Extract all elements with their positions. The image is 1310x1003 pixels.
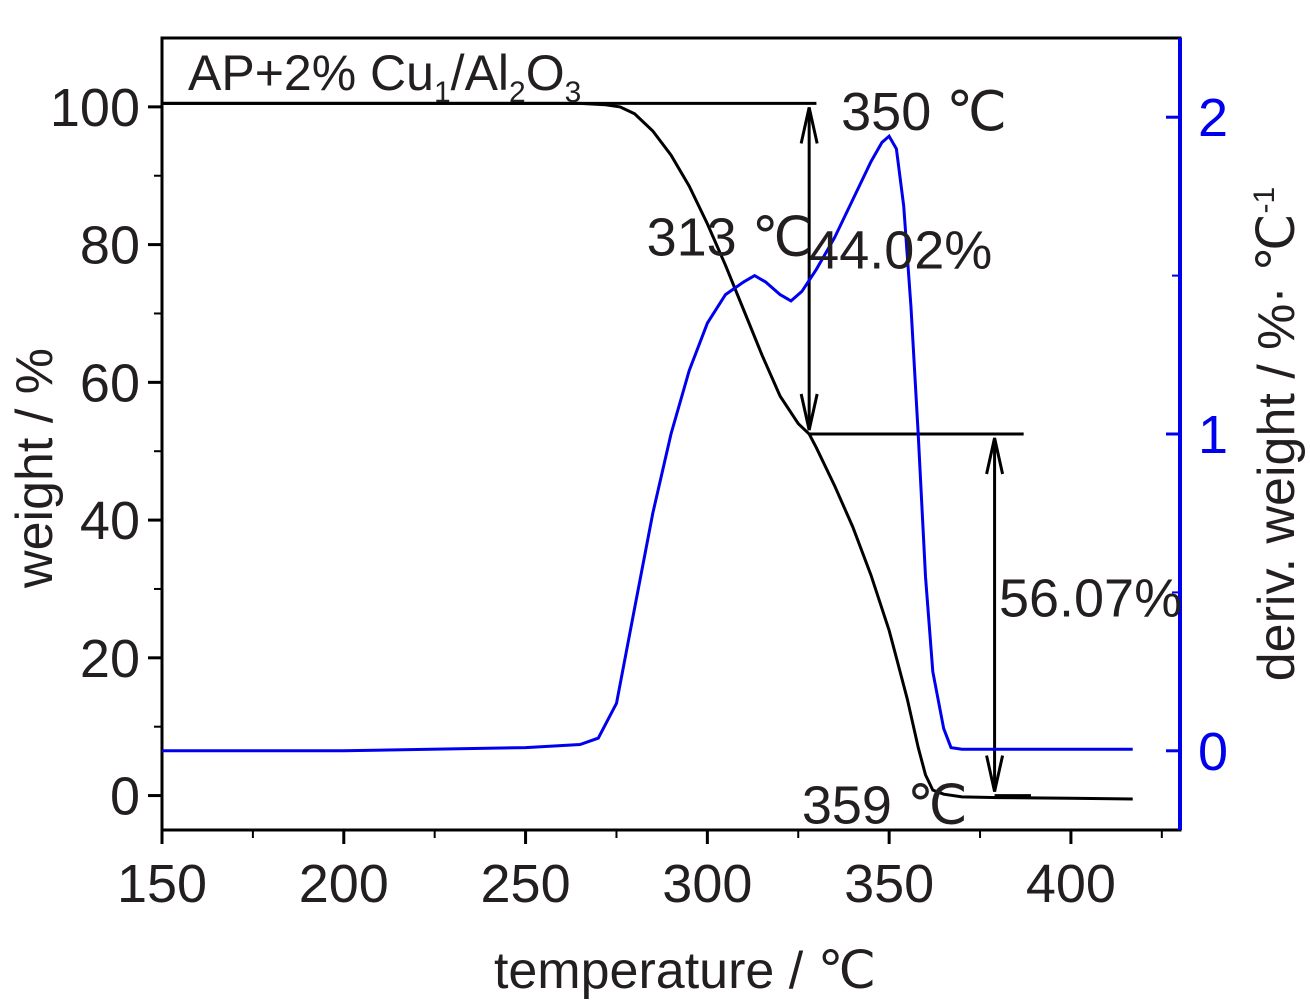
left-y-tick-label: 40 bbox=[80, 491, 140, 551]
sample-label-sub3: 3 bbox=[565, 76, 582, 109]
left-y-tick-label: 80 bbox=[80, 216, 140, 276]
x-tick-label: 150 bbox=[117, 854, 207, 914]
measurement-arrow-head bbox=[985, 437, 1005, 475]
x-tick-label: 300 bbox=[662, 854, 752, 914]
measurement-arrow-head bbox=[799, 107, 819, 144]
annotations: 350 ℃ 313 ℃ 359 ℃ 44.02% 56.07% bbox=[647, 82, 1182, 835]
left-y-axis-title: weight / % bbox=[6, 348, 64, 589]
x-axis-title: temperature / ℃ bbox=[494, 942, 876, 1000]
annotation-label: 350 ℃ bbox=[841, 82, 1007, 142]
reference-lines bbox=[162, 101, 1031, 798]
x-tick-label: 400 bbox=[1026, 854, 1116, 914]
annotation-label: 359 ℃ bbox=[802, 776, 968, 836]
sample-label-prefix: AP+2% Cu bbox=[188, 45, 434, 101]
left-y-tick-label: 100 bbox=[50, 78, 140, 138]
tick-labels: 150 200 250 300 350 400 0 20 40 60 80 100 0 1 2 bbox=[50, 78, 1228, 914]
annotation-label: 44.02% bbox=[809, 221, 992, 281]
left-y-tick-label: 20 bbox=[80, 629, 140, 689]
annotation-label: 56.07% bbox=[999, 569, 1182, 629]
sample-label-sub1: 1 bbox=[434, 76, 451, 109]
left-y-tick-label: 0 bbox=[110, 767, 140, 827]
annotation-label: 313 ℃ bbox=[647, 208, 813, 268]
right-y-axis-title-main: deriv. weight / %· ℃ bbox=[1248, 213, 1306, 681]
right-y-tick-label: 0 bbox=[1198, 722, 1228, 782]
right-y-axis-title: deriv. weight / %· ℃-1 bbox=[1248, 187, 1306, 681]
x-tick-label: 200 bbox=[299, 854, 389, 914]
measurement-arrow-head bbox=[799, 393, 819, 431]
x-tick-label: 350 bbox=[844, 854, 934, 914]
weight-curve bbox=[162, 101, 1133, 801]
tick-marks bbox=[148, 105, 1180, 844]
deriv-weight-curve bbox=[162, 133, 1133, 753]
right-y-tick-label: 2 bbox=[1198, 88, 1228, 148]
right-y-axis-title-sup: -1 bbox=[1248, 187, 1281, 214]
sample-label: AP+2% Cu1/Al2O3 bbox=[188, 45, 581, 109]
sample-label-mid: /Al bbox=[451, 45, 509, 101]
measurement-arrow-head bbox=[985, 755, 1005, 792]
sample-label-o: O bbox=[526, 45, 565, 101]
right-y-tick-label: 1 bbox=[1198, 405, 1228, 465]
sample-label-sub2: 2 bbox=[509, 76, 526, 109]
x-tick-label: 250 bbox=[481, 854, 571, 914]
left-y-tick-label: 60 bbox=[80, 353, 140, 413]
